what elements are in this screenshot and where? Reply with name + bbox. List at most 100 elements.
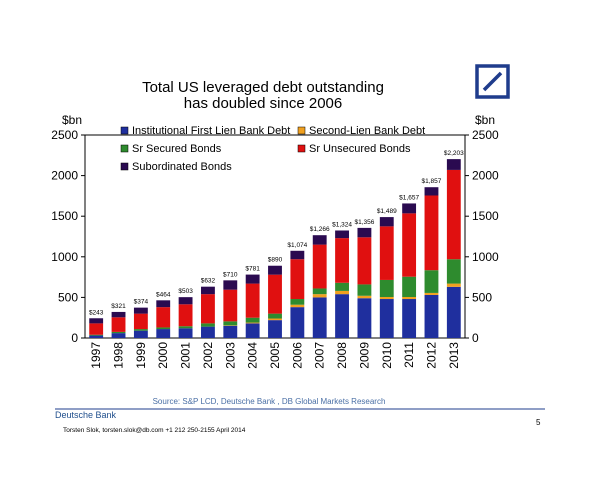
x-tick-label-2003: 2003 <box>223 342 237 369</box>
bar-segment-sr-unsecured-bonds-2009 <box>357 237 372 285</box>
bar-segment-second-lien-bank-debt-2010 <box>379 296 394 300</box>
bar-segment-sr-unsecured-bonds-2012 <box>424 195 439 271</box>
bar-segment-sr-unsecured-bonds-2013 <box>446 169 461 260</box>
x-tick-label-2009: 2009 <box>357 342 371 369</box>
x-tick-label-1998: 1998 <box>112 342 126 369</box>
deutsche-bank-logo <box>475 64 510 99</box>
total-label-2005: $890 <box>268 257 283 264</box>
bar-segment-second-lien-bank-debt-2004 <box>245 322 260 324</box>
legend-item-first-lien: Institutional First Lien Bank Debt <box>120 125 290 137</box>
total-label-2009: $1,356 <box>354 219 374 226</box>
bar-segment-institutional-first-lien-bank-debt-1997 <box>89 335 104 338</box>
x-axis-categories: 1997 1998 1999 2000 2001 2002 2003 2004 2005 2006… <box>89 342 461 369</box>
legend-swatch-sr-secured <box>120 144 129 153</box>
legend-label-sr-secured: Sr Secured Bonds <box>132 143 222 155</box>
total-label-2002: $632 <box>201 278 216 285</box>
total-label-1998: $321 <box>111 303 126 310</box>
total-label-1997: $243 <box>89 309 104 316</box>
bar-segment-institutional-first-lien-bank-debt-2001 <box>178 328 193 338</box>
bar-segment-sr-secured-bonds-2008 <box>335 282 349 291</box>
bar-segment-sr-secured-bonds-2000 <box>156 327 171 330</box>
bar-segment-sr-unsecured-bonds-1997 <box>89 323 104 335</box>
bar-segment-sr-secured-bonds-1998 <box>111 331 126 334</box>
bar-segment-second-lien-bank-debt-2009 <box>357 295 372 299</box>
bar-segment-sr-secured-bonds-1997 <box>89 334 104 336</box>
legend-item-sr-unsecured: Sr Unsecured Bonds <box>297 143 411 155</box>
bar-segment-institutional-first-lien-bank-debt-2002 <box>201 326 215 338</box>
total-label-2006: $1,074 <box>287 242 307 249</box>
bar-segment-subordinated-bonds-1997 <box>89 318 104 324</box>
footer-brand: Deutsche Bank <box>55 410 117 420</box>
legend-swatch-sr-unsecured <box>297 144 306 153</box>
bar-segment-subordinated-bonds-2001 <box>178 297 193 305</box>
page-number: 5 <box>536 418 541 427</box>
legend: Institutional First Lien Bank Debt Secon… <box>120 125 425 173</box>
total-label-2001: $503 <box>178 288 193 295</box>
bar-stack-1999 <box>133 307 148 338</box>
bar-segment-sr-secured-bonds-2013 <box>446 259 461 284</box>
y-tick-right-label: 1500 <box>472 209 499 223</box>
bar-segment-subordinated-bonds-2010 <box>379 217 394 227</box>
bar-segment-sr-secured-bonds-2011 <box>402 276 417 297</box>
bar-segment-second-lien-bank-debt-2011 <box>402 296 417 300</box>
bar-stack-2001 <box>178 297 193 338</box>
bar-stacks <box>89 159 461 338</box>
bar-stack-2011 <box>402 203 417 338</box>
x-tick-label-2005: 2005 <box>268 342 282 369</box>
bar-stack-1998 <box>111 311 126 338</box>
bar-stack-2008 <box>335 230 349 338</box>
y-axis-left-unit: $bn <box>62 113 82 127</box>
bar-segment-sr-unsecured-bonds-2005 <box>268 274 282 314</box>
x-tick-label-2012: 2012 <box>424 342 438 369</box>
bar-stack-2002 <box>201 286 215 338</box>
y-axis-left: 0 500 1000 1500 2000 2500 <box>51 128 85 345</box>
x-tick-label-1999: 1999 <box>134 342 148 369</box>
bar-segment-sr-unsecured-bonds-2007 <box>312 244 327 289</box>
bar-segment-institutional-first-lien-bank-debt-2011 <box>402 299 417 338</box>
bar-segment-sr-secured-bonds-2009 <box>357 284 372 296</box>
legend-item-subordinated: Subordinated Bonds <box>120 161 232 173</box>
bar-segment-institutional-first-lien-bank-debt-1999 <box>133 330 148 338</box>
bar-segment-sr-secured-bonds-2005 <box>268 313 282 319</box>
y-axis-right: 0 500 1000 1500 2000 2500 <box>465 128 499 345</box>
bar-segment-sr-secured-bonds-2010 <box>379 279 394 297</box>
bar-segment-institutional-first-lien-bank-debt-2013 <box>446 286 461 338</box>
bar-segment-subordinated-bonds-1999 <box>133 307 148 314</box>
bar-segment-subordinated-bonds-2009 <box>357 227 372 238</box>
bar-segment-sr-unsecured-bonds-2010 <box>379 226 394 280</box>
bar-segment-sr-unsecured-bonds-2008 <box>335 238 349 283</box>
bar-segment-subordinated-bonds-2012 <box>424 187 439 196</box>
y-tick-left-label: 2500 <box>51 128 78 142</box>
total-label-2013: $2,203 <box>444 150 464 157</box>
y-tick-left-label: 2000 <box>51 169 78 183</box>
bar-segment-subordinated-bonds-2005 <box>268 265 282 275</box>
bar-segment-sr-secured-bonds-2002 <box>201 323 215 327</box>
bar-segment-institutional-first-lien-bank-debt-2004 <box>245 323 260 338</box>
bar-segment-subordinated-bonds-2007 <box>312 235 327 245</box>
legend-label-second-lien: Second-Lien Bank Debt <box>309 125 425 137</box>
bar-segment-sr-secured-bonds-2007 <box>312 288 327 295</box>
bar-segment-subordinated-bonds-2013 <box>446 159 461 170</box>
bar-segment-sr-unsecured-bonds-1999 <box>133 313 148 330</box>
x-tick-label-2011: 2011 <box>402 342 416 368</box>
bar-stack-2013 <box>446 159 461 338</box>
x-tick-label-2002: 2002 <box>201 342 215 369</box>
bar-segment-institutional-first-lien-bank-debt-2010 <box>379 299 394 338</box>
legend-label-subordinated: Subordinated Bonds <box>132 161 232 173</box>
total-label-1999: $374 <box>134 299 149 306</box>
logo-slash <box>482 71 503 92</box>
x-tick-label-2007: 2007 <box>313 342 327 369</box>
bar-segment-sr-secured-bonds-1999 <box>133 329 148 331</box>
total-label-2004: $781 <box>245 266 260 273</box>
y-tick-right-label: 1000 <box>472 250 499 264</box>
bar-stack-2010 <box>379 217 394 338</box>
x-tick-label-1997: 1997 <box>89 342 103 369</box>
bar-stack-2000 <box>156 300 171 338</box>
legend-swatch-first-lien <box>120 126 129 135</box>
bar-segment-sr-unsecured-bonds-2001 <box>178 304 193 327</box>
bar-stack-2003 <box>223 280 238 338</box>
bar-segment-second-lien-bank-debt-2012 <box>424 292 439 295</box>
bar-segment-subordinated-bonds-2008 <box>335 230 349 239</box>
legend-label-sr-unsecured: Sr Unsecured Bonds <box>309 143 411 155</box>
bar-segment-institutional-first-lien-bank-debt-2009 <box>357 298 372 338</box>
